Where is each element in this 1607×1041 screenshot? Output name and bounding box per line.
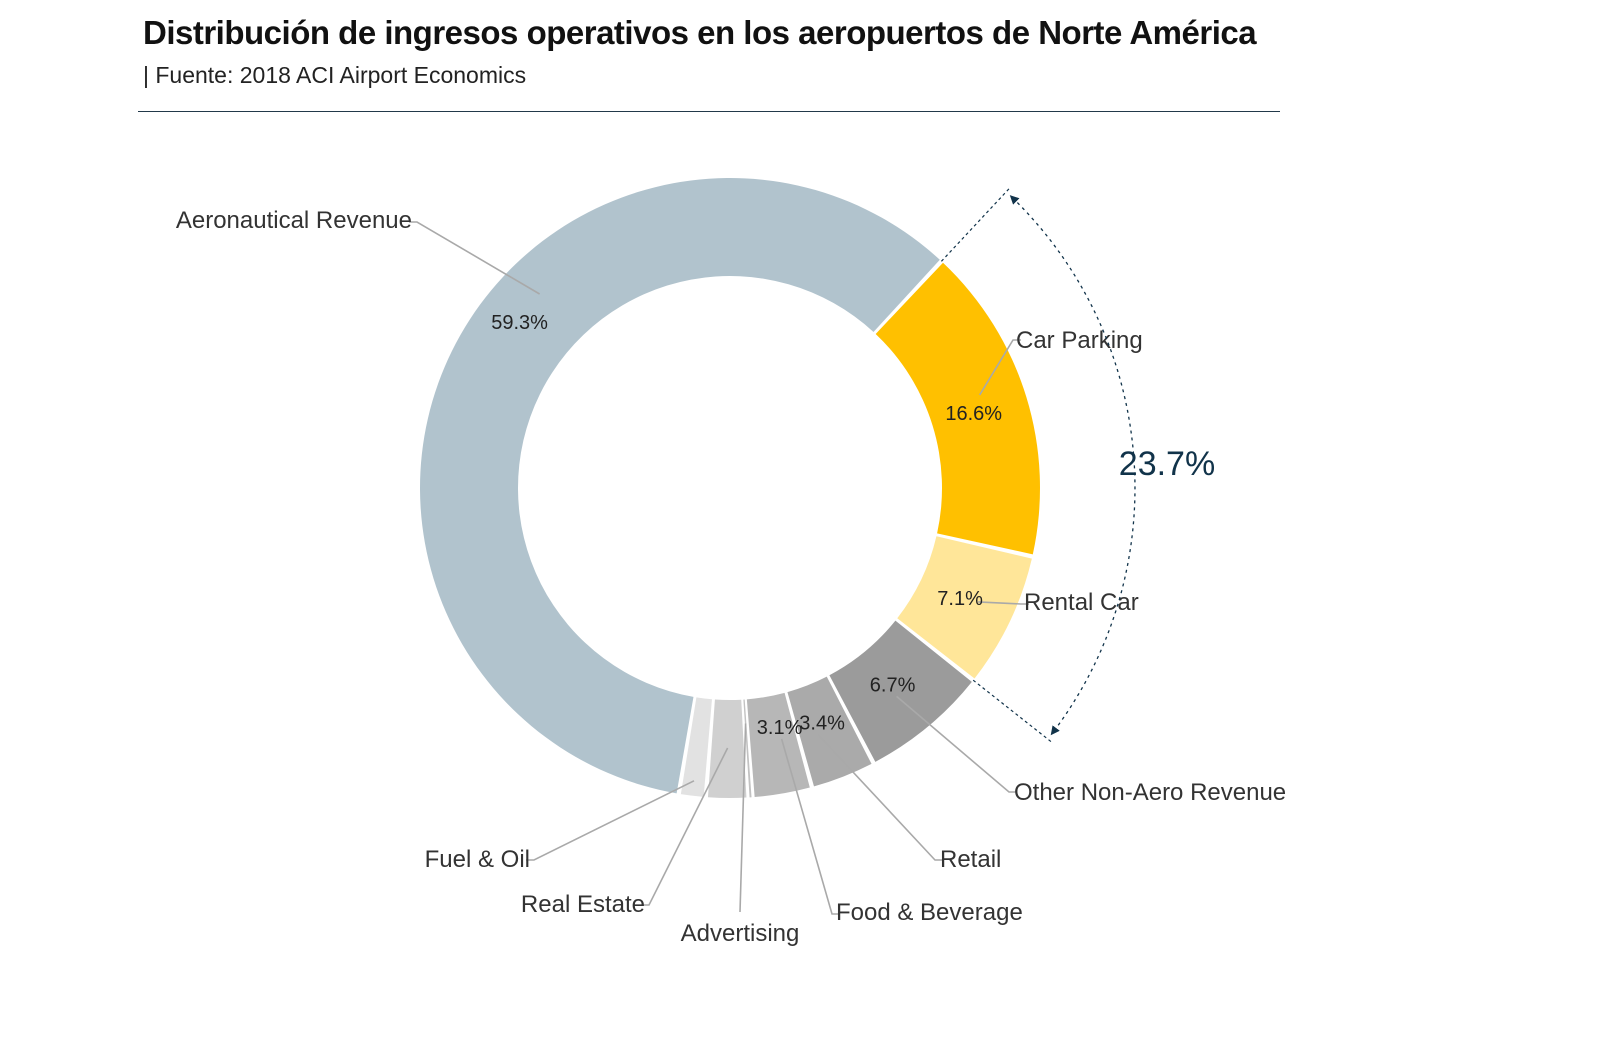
value-rental-car: 7.1% — [937, 588, 983, 610]
leader-line — [739, 723, 747, 913]
bracket-extension-bottom — [972, 679, 1053, 744]
label-car-parking: Car Parking — [1016, 327, 1143, 354]
slice-other-non-aero — [829, 620, 972, 762]
leader-lines — [409, 221, 1029, 915]
slice-food-beverage — [746, 692, 810, 798]
label-fuel-oil: Fuel & Oil — [425, 846, 530, 873]
slice-aeronautical — [420, 178, 940, 794]
label-other-non-aero: Other Non-Aero Revenue — [1014, 779, 1286, 806]
label-retail: Retail — [940, 846, 1001, 873]
label-aeronautical: Aeronautical Revenue — [176, 207, 412, 234]
bracket-extension-top — [940, 186, 1011, 262]
chart-subtitle: | Fuente: 2018 ACI Airport Economics — [143, 62, 527, 88]
value-car-parking: 16.6% — [945, 403, 1002, 425]
percentage-bracket: 23.7% — [940, 186, 1215, 744]
bracket-arc — [1009, 195, 1136, 736]
leader-line — [409, 221, 541, 295]
value-retail: 3.4% — [799, 713, 845, 735]
label-real-estate: Real Estate — [521, 891, 645, 918]
slice-retail — [787, 676, 872, 787]
leader-line — [817, 734, 943, 861]
leader-line — [896, 695, 1017, 793]
chart-title: Distribución de ingresos operativos en l… — [143, 14, 1257, 51]
value-other-non-aero: 6.7% — [870, 674, 916, 696]
leader-line — [526, 780, 695, 861]
label-advertising: Advertising — [681, 920, 800, 947]
donut-slices — [420, 178, 1040, 798]
slice-rental-car — [897, 536, 1032, 679]
value-food-beverage: 3.1% — [757, 717, 803, 739]
bracket-total-label: 23.7% — [1119, 445, 1215, 483]
label-food-beverage: Food & Beverage — [836, 899, 1023, 926]
slice-fuel-oil — [680, 697, 712, 797]
leader-line — [780, 738, 840, 915]
value-aeronautical: 59.3% — [491, 312, 548, 334]
title-divider — [138, 111, 1280, 112]
slice-car-parking — [875, 262, 1040, 555]
leader-line — [641, 747, 729, 906]
